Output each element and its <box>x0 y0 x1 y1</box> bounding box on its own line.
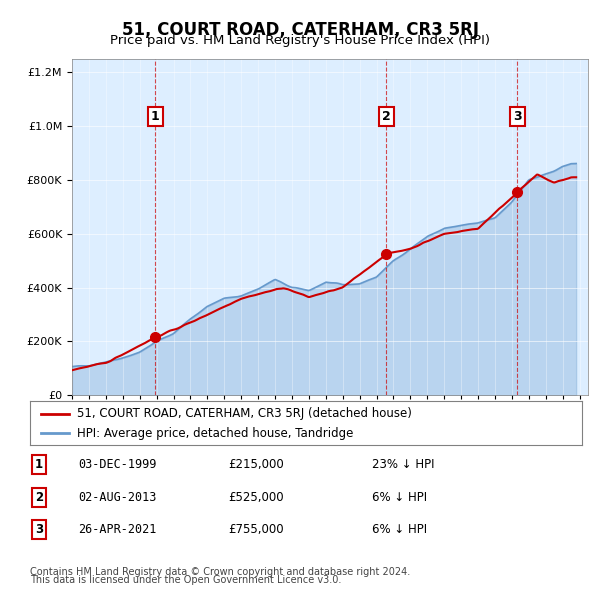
Text: 2: 2 <box>35 491 43 504</box>
Text: 6% ↓ HPI: 6% ↓ HPI <box>372 523 427 536</box>
Text: 51, COURT ROAD, CATERHAM, CR3 5RJ: 51, COURT ROAD, CATERHAM, CR3 5RJ <box>121 21 479 39</box>
Text: 51, COURT ROAD, CATERHAM, CR3 5RJ (detached house): 51, COURT ROAD, CATERHAM, CR3 5RJ (detac… <box>77 407 412 420</box>
Text: £755,000: £755,000 <box>228 523 284 536</box>
Text: HPI: Average price, detached house, Tandridge: HPI: Average price, detached house, Tand… <box>77 427 353 440</box>
Text: 23% ↓ HPI: 23% ↓ HPI <box>372 458 434 471</box>
Text: 3: 3 <box>513 110 521 123</box>
Text: 02-AUG-2013: 02-AUG-2013 <box>78 491 157 504</box>
Text: Contains HM Land Registry data © Crown copyright and database right 2024.: Contains HM Land Registry data © Crown c… <box>30 567 410 577</box>
Text: 6% ↓ HPI: 6% ↓ HPI <box>372 491 427 504</box>
Text: 03-DEC-1999: 03-DEC-1999 <box>78 458 157 471</box>
Text: 2: 2 <box>382 110 391 123</box>
Text: 1: 1 <box>35 458 43 471</box>
Text: 3: 3 <box>35 523 43 536</box>
Text: 1: 1 <box>151 110 160 123</box>
Text: This data is licensed under the Open Government Licence v3.0.: This data is licensed under the Open Gov… <box>30 575 341 585</box>
Text: Price paid vs. HM Land Registry's House Price Index (HPI): Price paid vs. HM Land Registry's House … <box>110 34 490 47</box>
Text: £215,000: £215,000 <box>228 458 284 471</box>
Text: £525,000: £525,000 <box>228 491 284 504</box>
Text: 26-APR-2021: 26-APR-2021 <box>78 523 157 536</box>
